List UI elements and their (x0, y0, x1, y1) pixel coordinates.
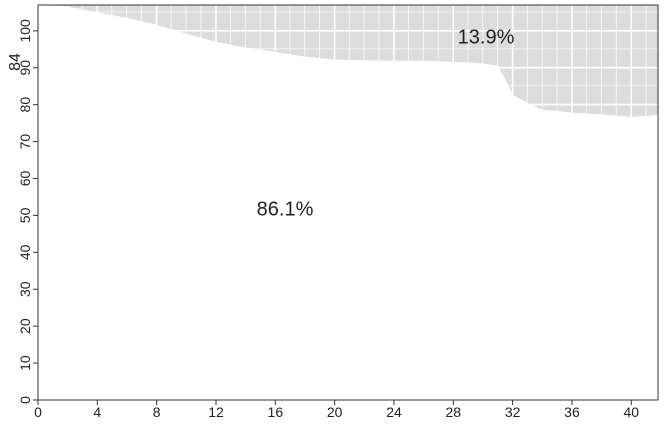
x-tick-label: 40 (624, 404, 640, 420)
x-tick-label: 32 (505, 404, 521, 420)
y-tick-label: 100 (17, 19, 33, 43)
y-tick-label: 20 (17, 318, 33, 334)
x-tick-label: 0 (34, 404, 42, 420)
y-tick-label: 0 (17, 396, 33, 404)
x-tick-label: 8 (153, 404, 161, 420)
x-tick-label: 20 (327, 404, 343, 420)
y-tick-label: 50 (17, 207, 33, 223)
y-tick-label: 30 (17, 281, 33, 297)
x-tick-label: 16 (268, 404, 284, 420)
y-tick-label: 70 (17, 134, 33, 150)
y-tick-label: 60 (17, 171, 33, 187)
y-tick-label: 10 (17, 355, 33, 371)
area (38, 5, 658, 400)
x-tick-label: 24 (386, 404, 402, 420)
x-tick-label: 12 (208, 404, 224, 420)
y-axis-label: 84 (7, 53, 24, 71)
x-tick-label: 36 (564, 404, 580, 420)
y-tick-label: 90 (17, 60, 33, 76)
plot-frame (37, 4, 659, 401)
x-tick-label: 4 (93, 404, 101, 420)
x-tick-label: 28 (446, 404, 462, 420)
y-tick-label: 40 (17, 244, 33, 260)
y-tick-label: 80 (17, 97, 33, 113)
annotation: 86.1% (257, 198, 314, 220)
annotation: 13.9% (458, 26, 515, 48)
